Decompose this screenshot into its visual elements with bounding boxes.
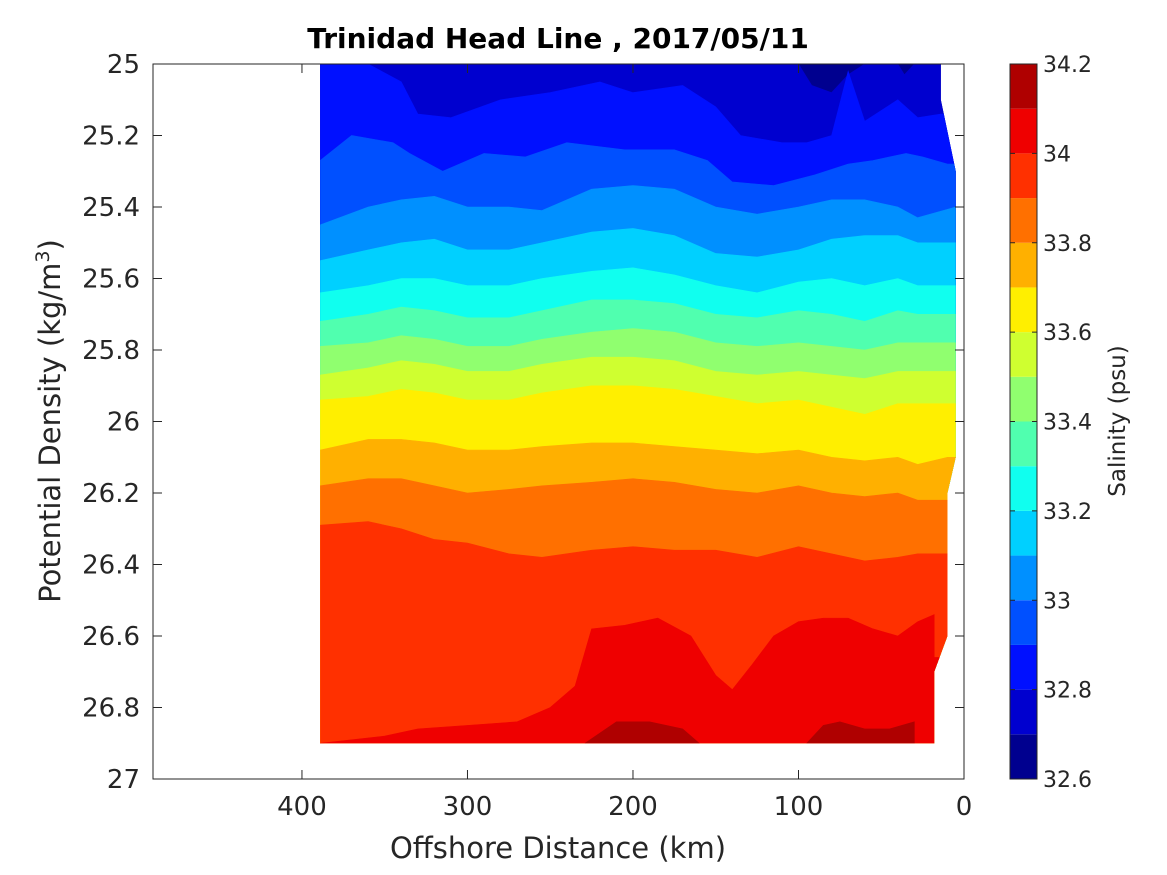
colorbar-segment-33.1 — [1010, 510, 1037, 556]
x-tick-label-200: 200 — [608, 792, 658, 822]
colorbar-segment-33.4 — [1010, 376, 1037, 422]
x-tick-label-300: 300 — [443, 792, 493, 822]
contour-band-34.1 — [584, 721, 700, 744]
colorbar-segment-34 — [1010, 108, 1037, 154]
colorbar-segment-33.7 — [1010, 242, 1037, 288]
y-tick-label-27: 27 — [107, 765, 140, 795]
y-tick-label-26: 26 — [107, 408, 140, 438]
colorbar-tick-label-34: 34 — [1043, 142, 1071, 167]
x-tick-label-100: 100 — [774, 792, 824, 822]
colorbar-segment-33.9 — [1010, 153, 1037, 199]
y-tick-label-26.2: 26.2 — [82, 479, 140, 509]
y-tick-label-25.8: 25.8 — [82, 336, 140, 366]
colorbar-tick-label-33.8: 33.8 — [1043, 232, 1092, 257]
colorbar-tick-label-32.8: 32.8 — [1043, 679, 1092, 704]
colorbar-label: Salinity (psu) — [1105, 345, 1131, 497]
colorbar-segment-33.6 — [1010, 287, 1037, 333]
y-tick-label-26.8: 26.8 — [82, 694, 140, 724]
y-axis-label-superscript: 3 — [32, 250, 54, 262]
colorbar-tick-label-33: 33 — [1043, 589, 1071, 614]
x-axis: 400 300 200 100 0 — [277, 64, 972, 822]
x-tick-label-400: 400 — [277, 792, 327, 822]
colorbar-segment-32.8 — [1010, 644, 1037, 690]
colorbar-segment-33.3 — [1010, 421, 1037, 467]
colorbar-tick-label-33.4: 33.4 — [1043, 411, 1092, 436]
contour-band-34 — [320, 614, 956, 744]
colorbar-segment-33.2 — [1010, 466, 1037, 511]
y-axis-label: Potential Density (kg/m3) — [32, 239, 67, 603]
contour-band-34.1 — [806, 721, 915, 744]
colorbar-segment-33 — [1010, 555, 1037, 601]
y-tick-label-26.4: 26.4 — [82, 551, 140, 581]
colorbar-segment-32.6 — [1010, 734, 1037, 779]
colorbar-segment-33.8 — [1010, 198, 1037, 243]
y-tick-label-25: 25 — [107, 50, 140, 80]
colorbar-segment-32.9 — [1010, 600, 1037, 645]
colorbar-tick-label-33.2: 33.2 — [1043, 500, 1092, 525]
chart-title: Trinidad Head Line , 2017/05/11 — [307, 22, 809, 55]
colorbar-tick-label-32.6: 32.6 — [1043, 768, 1092, 793]
colorbar-segment-33.5 — [1010, 332, 1037, 377]
x-tick-label-0: 0 — [956, 792, 973, 822]
y-tick-label-25.6: 25.6 — [82, 265, 140, 295]
y-tick-label-25.4: 25.4 — [82, 193, 140, 223]
colorbar-tick-label-34.2: 34.2 — [1043, 53, 1092, 78]
x-axis-label: Offshore Distance (km) — [390, 831, 726, 865]
y-tick-label-26.6: 26.6 — [82, 622, 140, 652]
colorbar-segment-34.1 — [1010, 64, 1037, 109]
colorbar: 32.6 32.8 33 33.2 33.4 33.6 33.8 34 34.2 — [1009, 53, 1092, 793]
colorbar-segment-32.7 — [1010, 689, 1037, 735]
contour-fill-layer — [320, 64, 956, 744]
y-axis-label-text: Potential Density (kg/m — [33, 263, 67, 603]
y-tick-label-25.2: 25.2 — [82, 122, 140, 152]
colorbar-tick-label-33.6: 33.6 — [1043, 321, 1092, 346]
y-axis: 25 25.2 25.4 25.6 25.8 26 26.2 26.4 26.6 26.8 27 — [82, 50, 964, 795]
y-axis-label-close: ) — [33, 239, 67, 250]
